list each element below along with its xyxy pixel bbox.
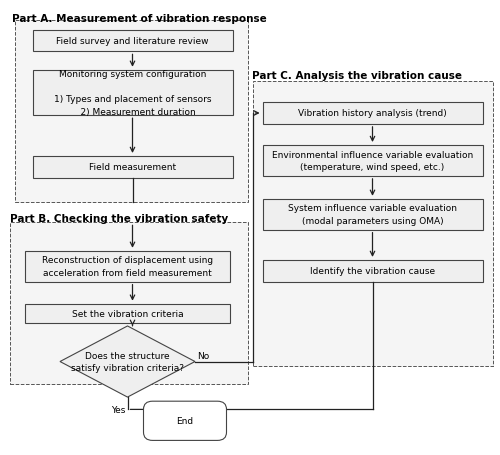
Text: Yes: Yes [110,405,125,414]
Polygon shape [60,326,195,397]
Text: Field survey and literature review: Field survey and literature review [56,37,209,46]
FancyBboxPatch shape [10,223,248,384]
FancyBboxPatch shape [262,199,482,230]
Text: Environmental influence variable evaluation
(temperature, wind speed, etc.): Environmental influence variable evaluat… [272,150,473,172]
FancyBboxPatch shape [25,304,230,323]
Text: No: No [198,351,210,360]
Text: Field measurement: Field measurement [89,163,176,172]
Text: Identify the vibration cause: Identify the vibration cause [310,267,435,276]
Text: System influence variable evaluation
(modal parameters using OMA): System influence variable evaluation (mo… [288,204,457,226]
FancyBboxPatch shape [32,71,232,116]
FancyBboxPatch shape [262,260,482,282]
Text: Set the vibration criteria: Set the vibration criteria [72,309,184,318]
Text: Monitoring system configuration

1) Types and placement of sensors
    2) Measur: Monitoring system configuration 1) Types… [54,70,211,116]
FancyBboxPatch shape [262,146,482,177]
FancyBboxPatch shape [262,103,482,125]
Text: Does the structure
satisfy vibration criteria?: Does the structure satisfy vibration cri… [71,351,184,373]
FancyBboxPatch shape [32,157,232,178]
FancyBboxPatch shape [252,82,492,366]
FancyBboxPatch shape [15,20,247,202]
FancyBboxPatch shape [144,401,226,440]
Text: Part A. Measurement of vibration response: Part A. Measurement of vibration respons… [12,14,267,24]
Text: Part C. Analysis the vibration cause: Part C. Analysis the vibration cause [252,71,462,81]
Text: Reconstruction of displacement using
acceleration from field measurement: Reconstruction of displacement using acc… [42,256,213,278]
Text: End: End [176,416,194,425]
Text: Vibration history analysis (trend): Vibration history analysis (trend) [298,109,447,118]
FancyBboxPatch shape [32,30,232,52]
Text: Part B. Checking the vibration safety: Part B. Checking the vibration safety [10,214,228,224]
FancyBboxPatch shape [25,251,230,282]
